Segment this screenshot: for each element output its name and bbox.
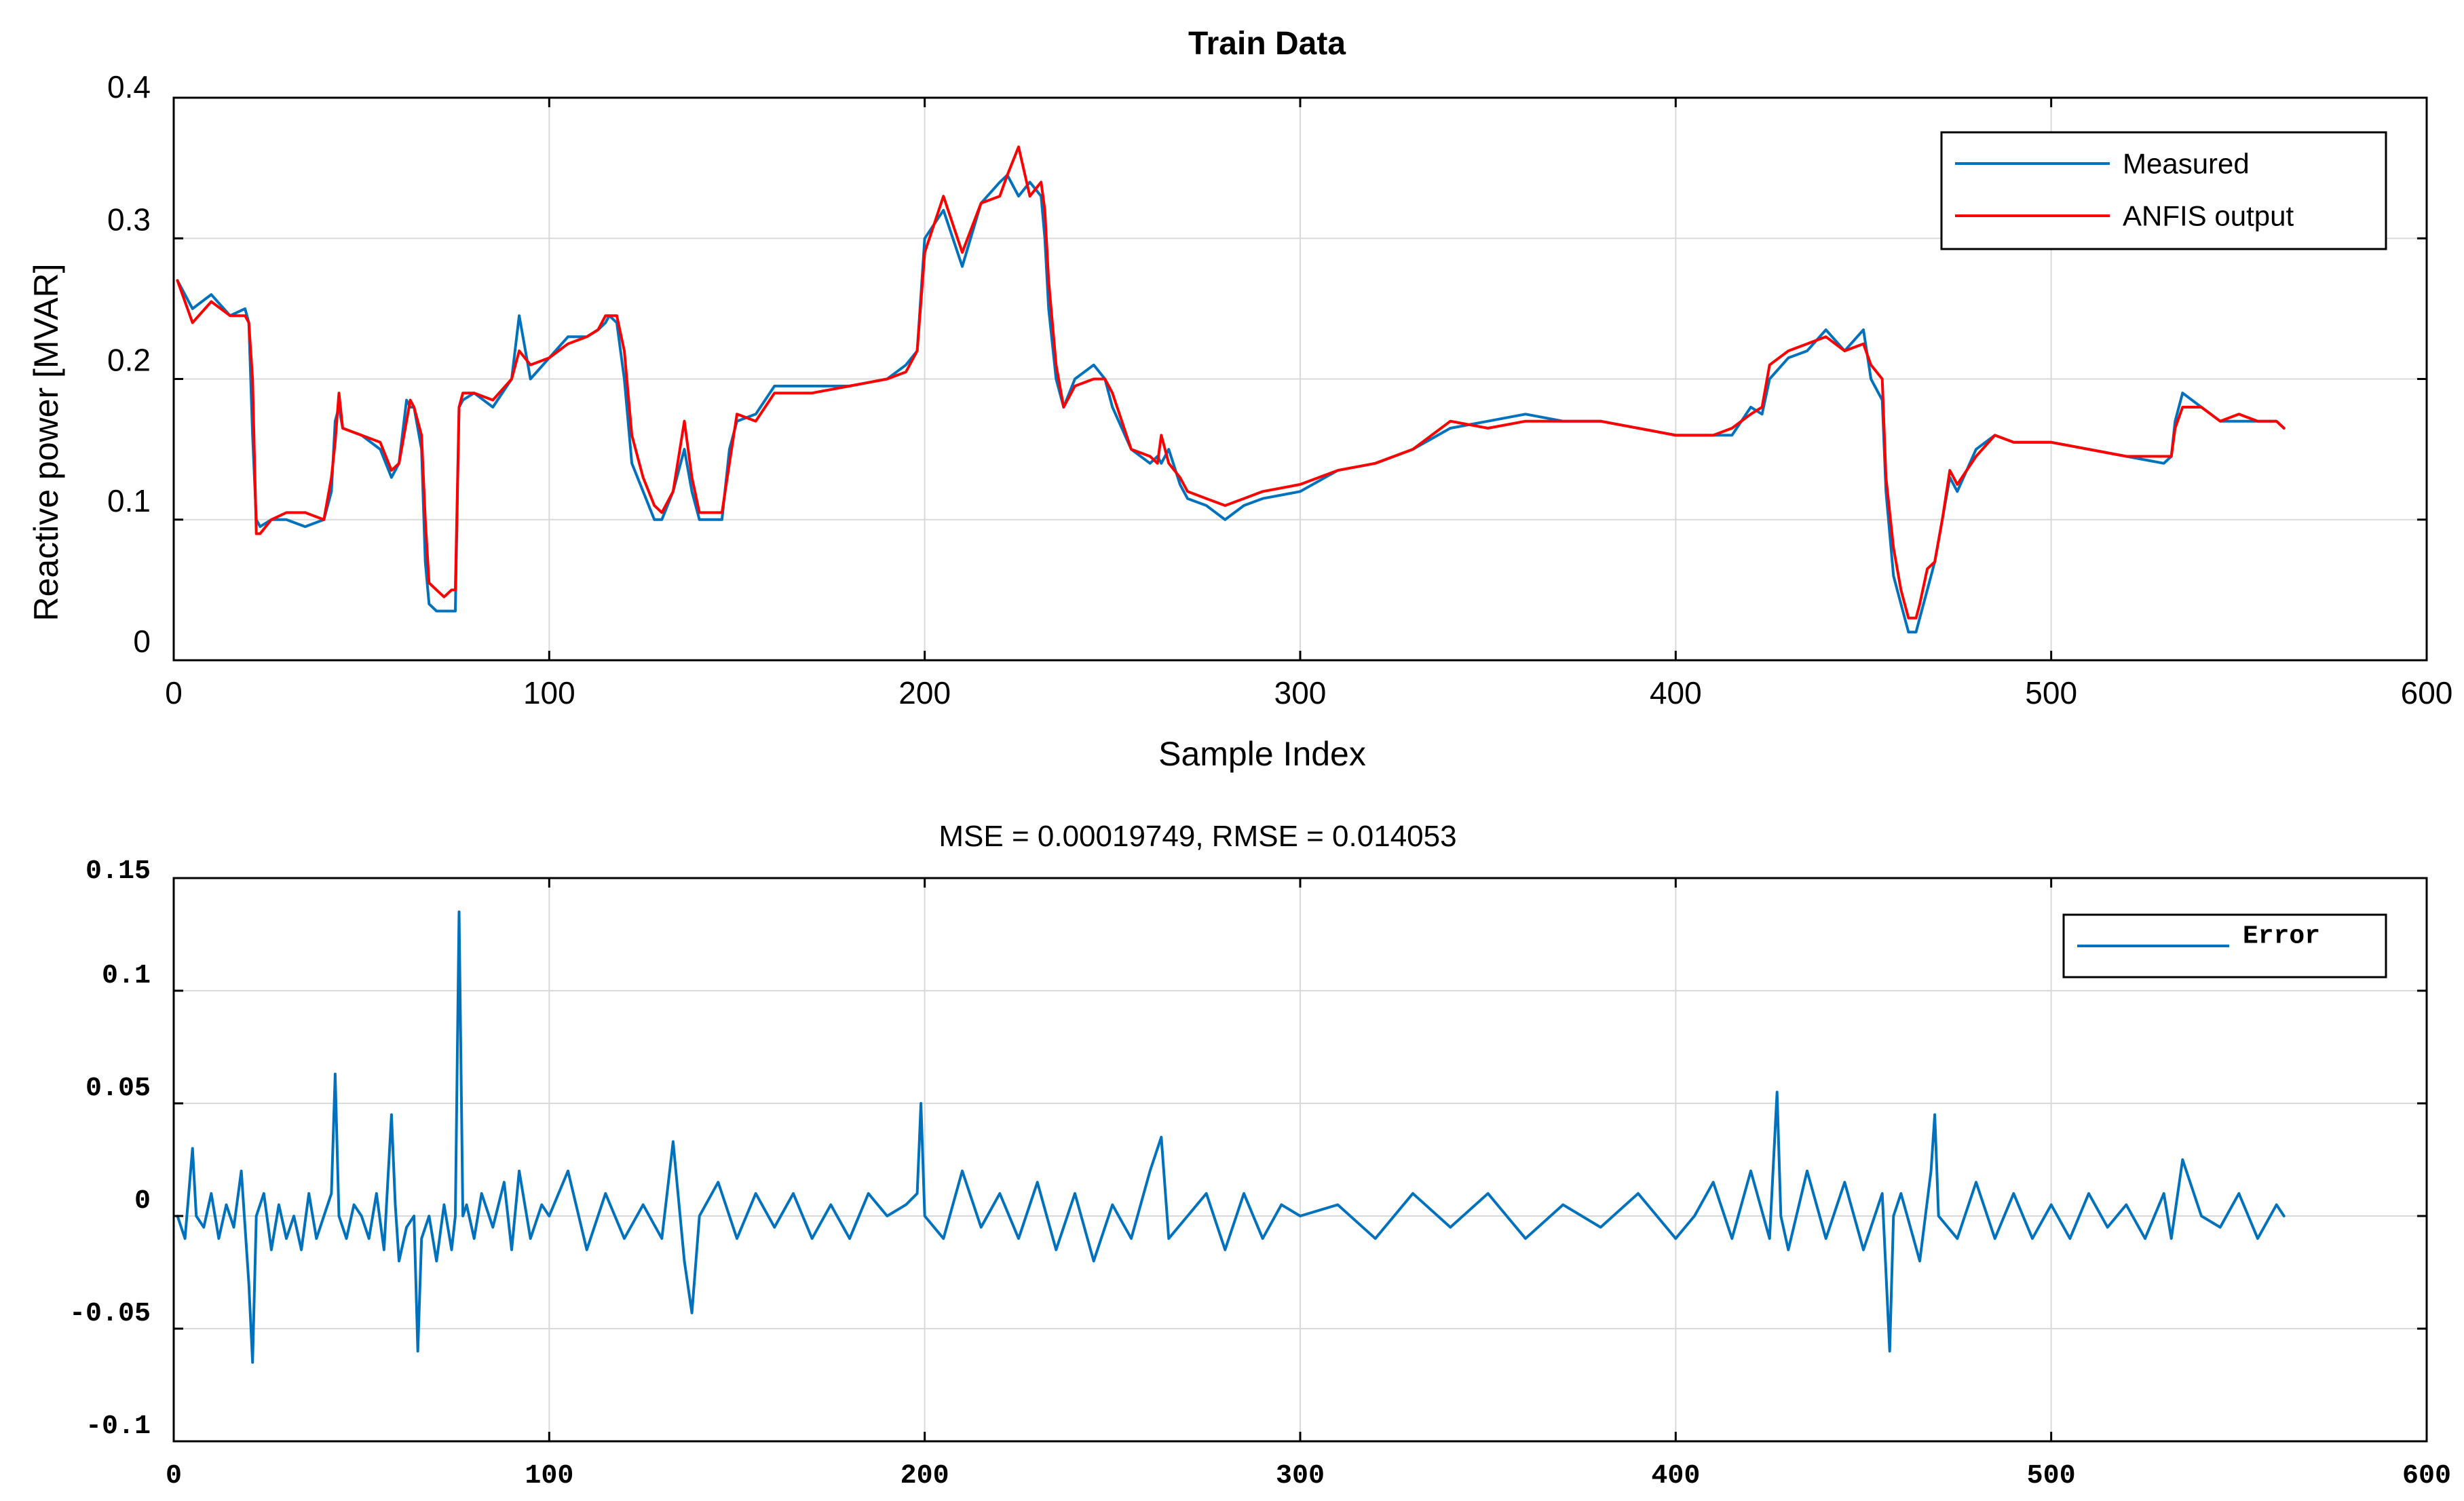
train-data-axes: 0 100 200 300 400 500 600 0 0.1 0.2 0.3 0.4 Train D…: [27, 26, 2452, 773]
top-chart-title: Train Data: [1188, 26, 1346, 62]
top-x-tick-label: 600: [2401, 675, 2453, 710]
bottom-x-tick-label: 600: [2402, 1461, 2451, 1492]
top-x-axis-label: Sample Index: [1158, 735, 1366, 773]
bottom-x-tick-label: 0: [166, 1461, 182, 1492]
top-x-tick-label: 0: [165, 675, 183, 710]
series-anfis-output-line: [176, 145, 2286, 620]
top-y-tick-label: 0.3: [107, 202, 151, 237]
top-y-tick-label: 0.2: [107, 343, 151, 378]
bottom-x-tick-label: 300: [1276, 1461, 1325, 1492]
top-x-tick-label: 500: [2025, 675, 2077, 710]
bottom-y-tick-label: 0.05: [86, 1074, 151, 1104]
top-ticks: 0 100 200 300 400 500 600 0 0.1 0.2 0.3 0.4: [107, 69, 2452, 710]
top-series: [176, 145, 2286, 634]
top-x-tick-label: 100: [523, 675, 575, 710]
bottom-chart-title: MSE = 0.00019749, RMSE = 0.014053: [939, 820, 1456, 853]
top-y-tick-label: 0.4: [107, 69, 151, 104]
top-x-tick-label: 200: [898, 675, 951, 710]
top-x-tick-label: 400: [1650, 675, 1702, 710]
bottom-y-tick-label: 0.1: [102, 961, 151, 991]
series-measured-line: [176, 174, 2286, 634]
bottom-series: [176, 910, 2286, 1364]
bottom-y-tick-label: 0: [134, 1186, 151, 1217]
bottom-y-tick-label: -0.1: [86, 1411, 151, 1442]
bottom-y-tick-label: 0.15: [86, 856, 151, 887]
bottom-ticks: 0 100 200 300 400 500 600 -0.1 -0.05 0 0.05 0.1 0.15: [69, 856, 2451, 1492]
bottom-x-tick-label: 100: [525, 1461, 573, 1492]
top-x-tick-label: 300: [1274, 675, 1327, 710]
legend-measured-label: Measured: [2123, 148, 2250, 180]
top-y-tick-label: 0: [133, 624, 151, 659]
top-legend: Measured ANFIS output: [1940, 131, 2387, 250]
bottom-x-tick-label: 500: [2027, 1461, 2076, 1492]
bottom-legend: Error: [2062, 913, 2387, 978]
top-y-tick-label: 0.1: [107, 483, 151, 518]
error-axes: 0 100 200 300 400 500 600 -0.1 -0.05 0 0.05 0.1 0.15…: [69, 820, 2451, 1492]
top-y-axis-label: Reactive power [MVAR]: [27, 263, 65, 621]
legend-error-label: Error: [2243, 922, 2320, 951]
bottom-x-tick-label: 400: [1651, 1461, 1700, 1492]
series-error-line: [176, 910, 2286, 1364]
legend-anfis-label: ANFIS output: [2123, 200, 2294, 232]
bottom-x-tick-label: 200: [901, 1461, 949, 1492]
bottom-y-tick-label: -0.05: [69, 1299, 151, 1329]
top-legend-box: [1940, 131, 2387, 250]
